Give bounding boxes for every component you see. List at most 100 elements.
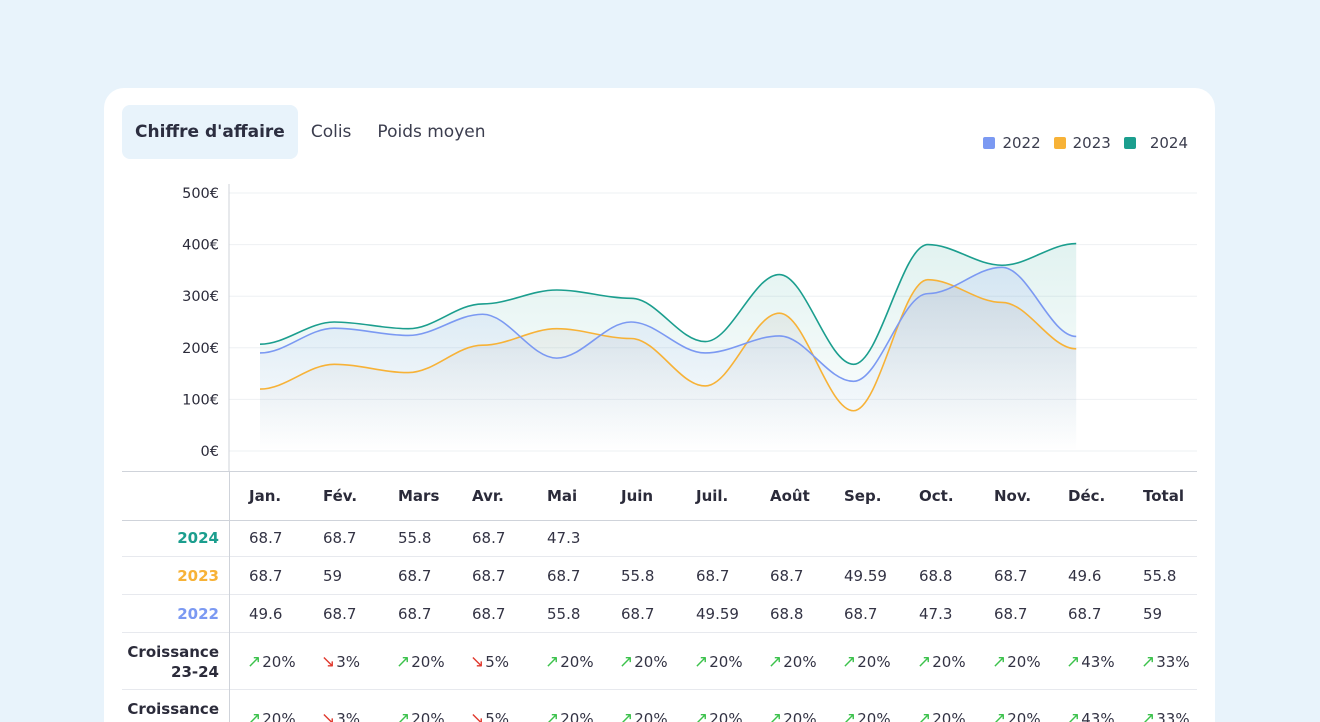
growth-value: 20% (783, 710, 817, 722)
growth-cell: ↗20% (842, 709, 891, 722)
table-cell: 68.7 (844, 605, 878, 623)
y-tick-label: 500€ (182, 186, 219, 202)
arrow-up-right-icon: ↗ (396, 652, 411, 672)
row-label: 2023 (177, 567, 219, 585)
series-line-2022[interactable] (259, 266, 1077, 383)
y-tick-label: 300€ (182, 289, 219, 305)
table-cell: 49.6 (249, 605, 283, 623)
growth-value: 20% (1007, 653, 1041, 671)
growth-cell: ↗20% (619, 652, 668, 672)
growth-value: 3% (336, 653, 361, 671)
growth-cell: ↗20% (247, 652, 296, 672)
growth-value: 20% (411, 653, 445, 671)
arrow-up-right-icon: ↗ (917, 652, 932, 672)
table-cell: 68.7 (472, 605, 506, 623)
column-header: Oct. (919, 487, 954, 505)
growth-label-period: 23-24 (171, 663, 219, 681)
growth-cell: ↗20% (842, 652, 891, 672)
table-cell: 68.7 (398, 567, 432, 585)
growth-value: 20% (560, 653, 594, 671)
growth-row-label: Croissance 23-24 (122, 642, 219, 682)
legend-swatch-2024 (1123, 137, 1136, 149)
arrow-up-right-icon: ↗ (619, 709, 634, 722)
growth-value: 20% (411, 710, 445, 722)
table-cell: 49.59 (696, 605, 739, 623)
legend-item-2024[interactable]: 2024 (1123, 134, 1188, 152)
growth-cell: ↗20% (917, 709, 966, 722)
growth-cell: ↗20% (396, 709, 445, 722)
growth-cell: ↗20% (992, 652, 1041, 672)
table-cell: 47.3 (919, 605, 953, 623)
table-row: 2022 49.6 68.7 68.7 68.7 55.8 68.7 49.59 68.8 68.… (122, 595, 1197, 633)
growth-cell: ↗20% (247, 709, 296, 722)
series-line-2023[interactable] (259, 278, 1077, 412)
table-cell: 55.8 (398, 529, 432, 547)
arrow-up-right-icon: ↗ (768, 652, 783, 672)
growth-cell: ↗20% (694, 709, 743, 722)
tab-bar: Chiffre d'affaire Colis Poids moyen (122, 105, 499, 159)
growth-row: Croissance 23-24 ↗20% ↘3% ↗20% ↘5% ↗20% ↗20% ↗20… (122, 633, 1197, 690)
legend-label-2024: 2024 (1149, 134, 1188, 152)
column-header: Avr. (472, 487, 504, 505)
table-row: 2023 68.7 59 68.7 68.7 68.7 55.8 68.7 68.7 49.59 6… (122, 557, 1197, 595)
table-cell: 68.7 (621, 605, 655, 623)
tab-chiffre-affaire[interactable]: Chiffre d'affaire (122, 105, 298, 159)
series-line-2024[interactable] (259, 242, 1077, 366)
column-header: Juil. (696, 487, 729, 505)
row-label: 2022 (177, 605, 219, 623)
growth-value: 20% (634, 710, 668, 722)
arrow-up-right-icon: ↗ (1066, 709, 1081, 722)
tab-poids-moyen[interactable]: Poids moyen (377, 122, 486, 142)
tab-colis[interactable]: Colis (310, 122, 352, 142)
arrow-up-right-icon: ↗ (247, 709, 262, 722)
legend-item-2022[interactable]: 2022 (983, 134, 1041, 152)
growth-value: 5% (485, 653, 510, 671)
growth-cell: ↘5% (470, 652, 509, 672)
arrow-up-right-icon: ↗ (545, 652, 560, 672)
arrow-up-right-icon: ↗ (1066, 652, 1081, 672)
arrow-up-right-icon: ↗ (992, 652, 1007, 672)
table-cell: 68.7 (472, 567, 506, 585)
table-cell: 68.7 (249, 567, 283, 585)
table-cell: 68.7 (249, 529, 283, 547)
growth-value: 20% (1007, 710, 1041, 722)
column-header: Nov. (994, 487, 1032, 505)
legend-swatch-2023 (1053, 137, 1066, 149)
growth-value: 20% (857, 653, 891, 671)
table-cell: 68.8 (770, 605, 804, 623)
arrow-up-right-icon: ↗ (619, 652, 634, 672)
growth-cell: ↗20% (396, 652, 445, 672)
table-cell: 68.7 (547, 567, 581, 585)
growth-label-line: Croissance (127, 643, 219, 661)
table-cell: 55.8 (547, 605, 581, 623)
arrow-down-right-icon: ↘ (321, 709, 336, 722)
legend-label-2023: 2023 (1072, 134, 1111, 152)
column-header: Fév. (323, 487, 358, 505)
growth-value: 20% (857, 710, 891, 722)
arrow-up-right-icon: ↗ (694, 652, 709, 672)
chart-legend: 2022 2023 2024 (970, 134, 1188, 152)
table-cell: 68.7 (696, 567, 730, 585)
column-header: Déc. (1068, 487, 1106, 505)
column-header: Total (1143, 487, 1184, 505)
table-cell: 55.8 (621, 567, 655, 585)
table-cell: 68.7 (323, 529, 357, 547)
growth-cell: ↗20% (768, 652, 817, 672)
growth-value: 20% (709, 653, 743, 671)
growth-value: 43% (1081, 710, 1115, 722)
table-cell: 68.7 (994, 605, 1028, 623)
growth-label-line: Croissance (127, 700, 219, 718)
growth-value: 20% (709, 710, 743, 722)
legend-item-2023[interactable]: 2023 (1053, 134, 1111, 152)
column-header: Jan. (249, 487, 282, 505)
table-cell: 47.3 (547, 529, 581, 547)
arrow-down-right-icon: ↘ (470, 652, 485, 672)
area-2022 (260, 267, 1077, 451)
growth-cell: ↗20% (917, 652, 966, 672)
table-header-row: Jan. Fév. Mars Avr. Mai Juin Juil. Août Sep. Oct.… (122, 471, 1197, 521)
growth-cell: ↗43% (1066, 652, 1115, 672)
legend-swatch-2022 (983, 137, 996, 149)
table-cell: 68.7 (323, 605, 357, 623)
arrow-down-right-icon: ↘ (470, 709, 485, 722)
